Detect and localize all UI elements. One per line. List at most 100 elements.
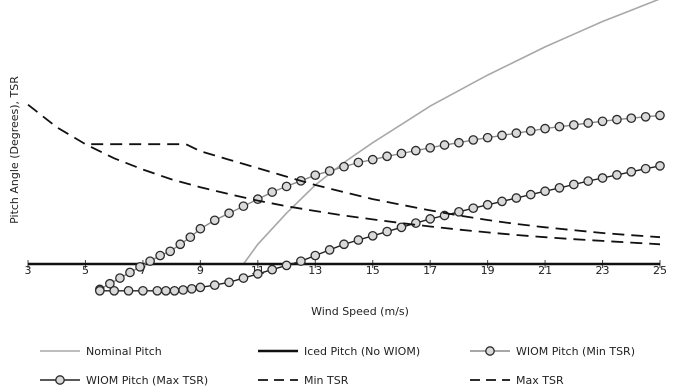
x-tick-label: 15 xyxy=(366,264,380,277)
series-layer xyxy=(27,0,665,296)
data-point xyxy=(238,273,249,283)
data-point xyxy=(454,206,464,217)
data-point xyxy=(367,230,378,241)
data-point xyxy=(583,118,594,128)
x-axis-label: Wind Speed (m/s) xyxy=(311,305,409,318)
data-point xyxy=(209,280,220,290)
data-point xyxy=(497,196,507,207)
data-point xyxy=(195,223,206,234)
data-point xyxy=(165,246,176,257)
data-point xyxy=(109,285,120,296)
series-0 xyxy=(242,0,660,265)
data-point xyxy=(382,226,392,237)
x-tick-label: 23 xyxy=(596,264,610,277)
data-point xyxy=(324,245,335,255)
x-tick-label: 13 xyxy=(308,264,322,277)
data-point xyxy=(169,285,180,296)
legend-label: Nominal Pitch xyxy=(86,345,162,358)
series-3 xyxy=(94,161,665,296)
data-point xyxy=(186,283,197,294)
data-point xyxy=(267,264,278,275)
data-point xyxy=(115,273,125,283)
legend-item: Max TSR xyxy=(470,374,564,387)
data-point xyxy=(339,239,349,250)
legend-label: Iced Pitch (No WIOM) xyxy=(304,345,420,358)
data-point xyxy=(224,277,234,288)
data-point xyxy=(568,120,579,130)
data-point xyxy=(626,166,637,177)
legend-item: WIOM Pitch (Max TSR) xyxy=(40,374,208,387)
data-point xyxy=(597,173,608,183)
series-4 xyxy=(27,103,661,246)
legend-item: Min TSR xyxy=(258,374,349,387)
data-point xyxy=(123,285,134,296)
data-point xyxy=(185,232,196,243)
legend: Nominal Pitch Iced Pitch (No WIOM) WIOM Pi… xyxy=(40,345,635,387)
legend-label: Max TSR xyxy=(516,374,564,387)
series-line xyxy=(27,103,661,246)
x-tick-label: 3 xyxy=(25,264,32,277)
data-point xyxy=(353,157,364,168)
data-point xyxy=(367,154,378,165)
data-point xyxy=(468,203,479,214)
data-point xyxy=(267,187,278,197)
data-point xyxy=(511,193,522,203)
data-point xyxy=(209,215,220,226)
data-point xyxy=(281,181,292,192)
data-point xyxy=(525,126,536,136)
data-point xyxy=(497,130,507,141)
x-tick-label: 9 xyxy=(197,264,204,277)
data-point xyxy=(94,285,105,296)
x-tick-label: 21 xyxy=(538,264,552,277)
data-point xyxy=(583,176,594,186)
data-point xyxy=(324,166,335,176)
series-line xyxy=(91,143,661,239)
series-line xyxy=(242,0,660,265)
legend-label: WIOM Pitch (Min TSR) xyxy=(516,345,635,358)
data-point xyxy=(224,208,234,219)
data-point xyxy=(310,250,321,261)
data-point xyxy=(511,128,522,139)
data-point xyxy=(597,116,608,127)
data-point xyxy=(339,161,349,172)
legend-item: Iced Pitch (No WIOM) xyxy=(258,345,420,358)
data-point xyxy=(640,163,651,174)
legend-item: Nominal Pitch xyxy=(40,345,162,358)
legend-marker xyxy=(485,346,495,356)
data-point xyxy=(238,201,249,212)
data-point xyxy=(145,256,155,267)
legend-label: Min TSR xyxy=(304,374,349,387)
data-point xyxy=(105,278,115,289)
data-point xyxy=(310,170,321,181)
data-point xyxy=(612,170,622,180)
data-point xyxy=(410,218,421,228)
data-point xyxy=(554,121,565,132)
x-tick-label: 25 xyxy=(653,264,667,277)
data-point xyxy=(135,261,145,272)
data-point xyxy=(554,183,565,193)
data-point xyxy=(612,114,622,125)
data-point xyxy=(410,145,421,156)
y-axis-label: Pitch Angle (Degrees), TSR xyxy=(8,76,21,224)
data-point xyxy=(525,189,536,200)
data-point xyxy=(252,269,263,279)
data-point xyxy=(161,285,171,296)
legend-marker xyxy=(55,375,65,385)
series-5 xyxy=(91,143,661,239)
data-point xyxy=(439,140,450,150)
data-point xyxy=(353,235,364,245)
data-point xyxy=(468,135,479,145)
data-point xyxy=(482,132,493,143)
data-point xyxy=(454,137,464,148)
data-point xyxy=(540,123,550,134)
x-tick-label: 19 xyxy=(481,264,495,277)
x-tick-label: 5 xyxy=(82,264,89,277)
legend-item: WIOM Pitch (Min TSR) xyxy=(470,345,635,358)
x-tick-label: 17 xyxy=(423,264,437,277)
data-point xyxy=(175,239,186,250)
series-2 xyxy=(94,110,665,295)
data-point xyxy=(425,214,436,224)
data-point xyxy=(568,179,579,190)
data-point xyxy=(155,250,165,261)
